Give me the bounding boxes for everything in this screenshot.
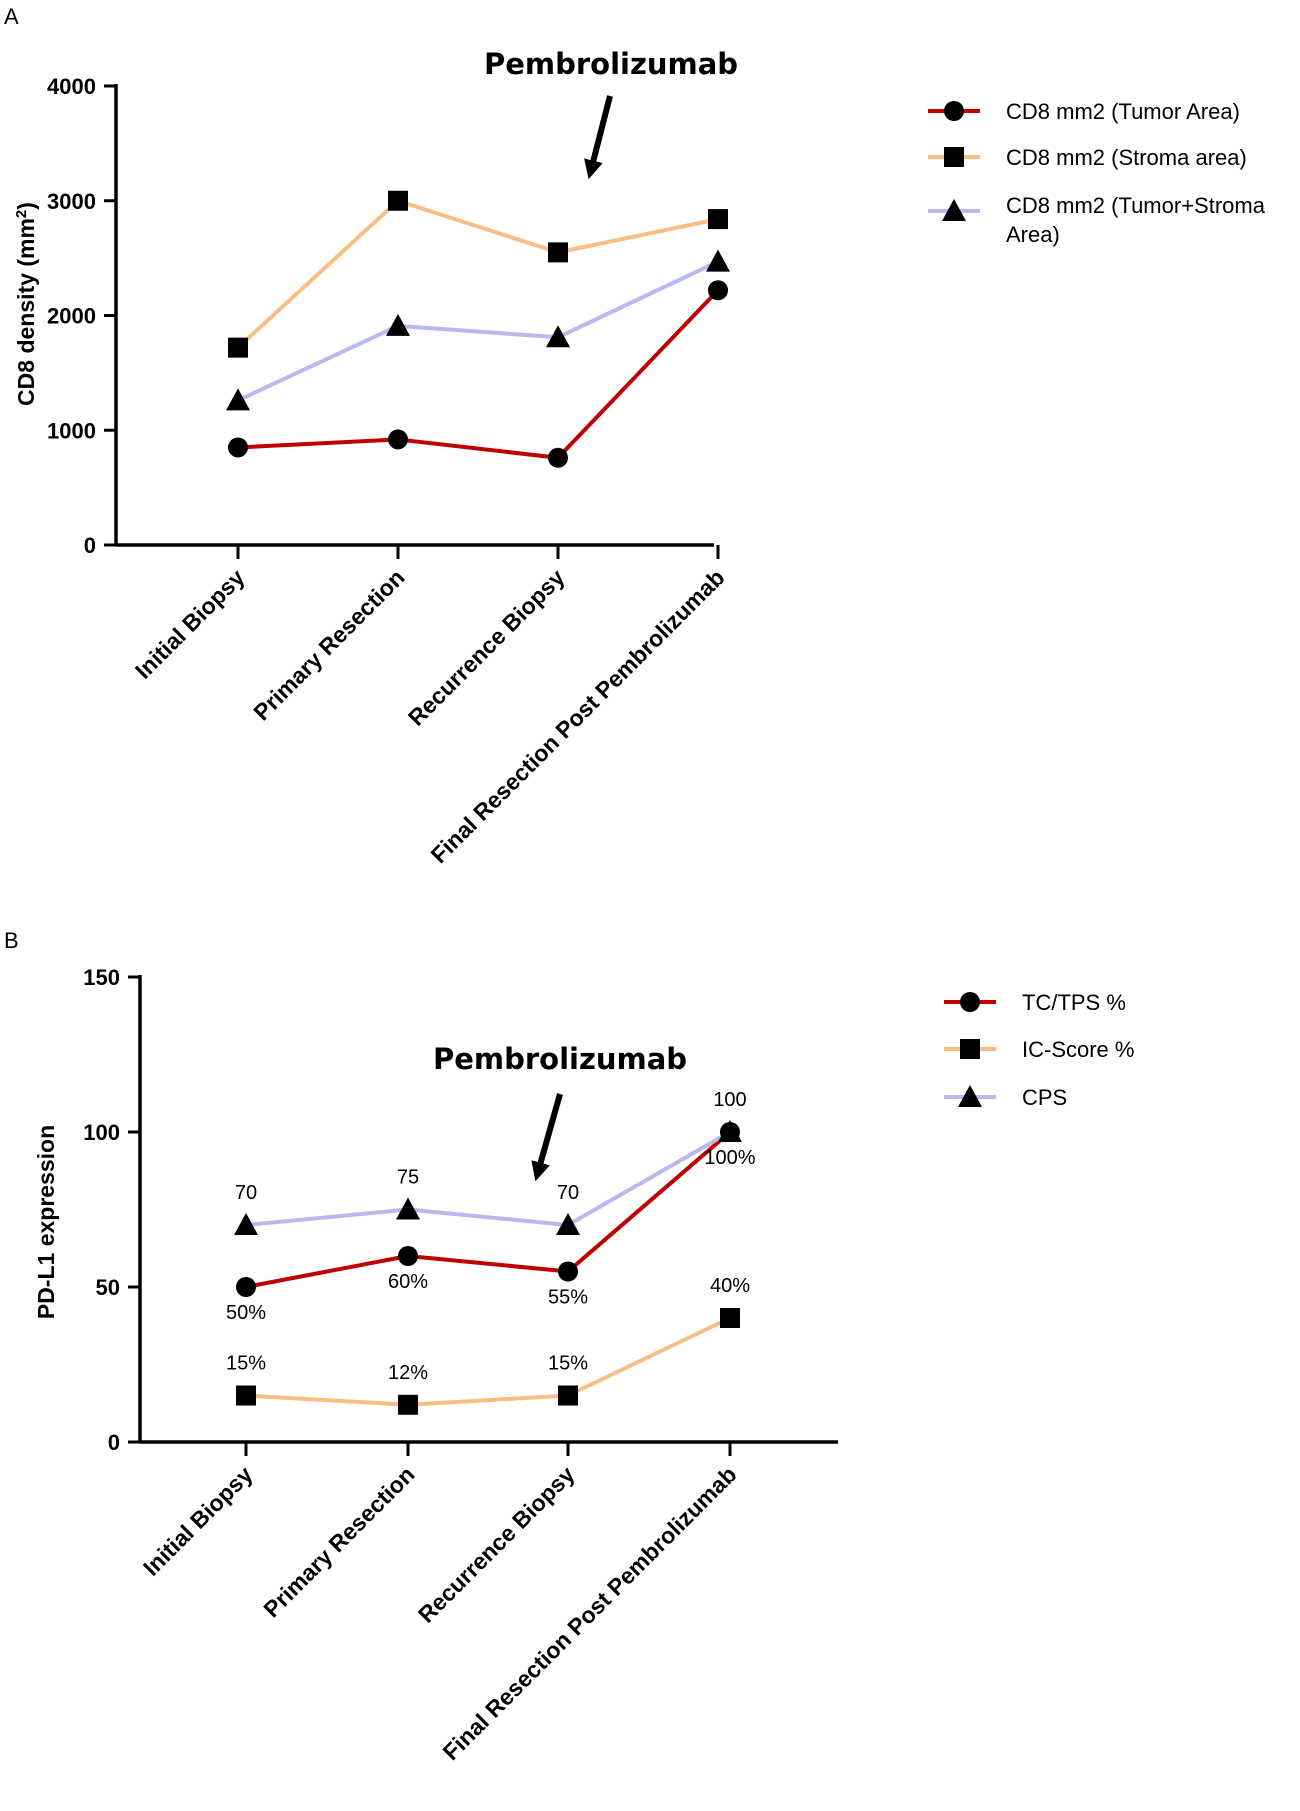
legend-circle-marker bbox=[944, 101, 964, 121]
panel-b-series: 50% 60% 55% 100% 15% 12% 15% 40% 70 75 70 100 bbox=[226, 1089, 756, 1415]
panel-a-point-triangle bbox=[546, 325, 570, 348]
panel-a-legend: CD8 mm2 (Tumor Area) CD8 mm2 (Stroma are… bbox=[928, 99, 1266, 247]
panel-b-data-label: 100 bbox=[713, 1089, 746, 1111]
panel-b-point-circle bbox=[720, 1122, 740, 1142]
panel-a-series-line-1 bbox=[236, 198, 719, 350]
panel-b-legend: TC/TPS % IC-Score % CPS bbox=[944, 990, 1134, 1110]
panel-b-x-tick-label: Primary Resection bbox=[258, 1461, 419, 1622]
panel-a-y-tick-label: 1000 bbox=[47, 418, 96, 443]
panel-b: B 0 50 100 150 Initial Biopsy Primary Resecti… bbox=[4, 928, 1134, 1765]
panel-b-data-label: 55% bbox=[548, 1287, 588, 1309]
panel-a: A 0 1000 2000 3000 4000 Initial BiopsyPrimary… bbox=[4, 4, 1266, 868]
panel-b-y-tick-label: 0 bbox=[108, 1430, 120, 1455]
panel-b-x-tick-label: Recurrence Biopsy bbox=[413, 1461, 580, 1628]
panel-a-y-axis-label-suffix: ) bbox=[13, 202, 39, 210]
legend-circle-marker bbox=[960, 992, 980, 1012]
panel-b-point-circle bbox=[558, 1261, 578, 1282]
panel-a-point-triangle bbox=[706, 249, 730, 272]
panel-a-series bbox=[226, 190, 730, 468]
panel-a-y-tick-label: 0 bbox=[84, 533, 96, 558]
panel-a-series-line-2 bbox=[237, 259, 719, 403]
panel-b-data-label: 70 bbox=[557, 1182, 579, 1204]
panel-a-y-axis-label-main: CD8 density (mm bbox=[13, 218, 39, 406]
panel-a-point-circle bbox=[228, 437, 248, 458]
panel-b-legend-item-tc: TC/TPS % bbox=[944, 990, 1126, 1015]
panel-a-series-line-0 bbox=[237, 288, 720, 460]
panel-b-x-tick-label: Initial Biopsy bbox=[138, 1461, 258, 1581]
panel-a-legend-label-total-line1: CD8 mm2 (Tumor+Stroma bbox=[1006, 193, 1266, 218]
panel-b-series-line-2 bbox=[245, 1130, 731, 1227]
panel-a-legend-item-stroma: CD8 mm2 (Stroma area) bbox=[928, 145, 1247, 170]
panel-b-point-circle bbox=[236, 1277, 256, 1297]
panel-a-point-circle bbox=[708, 280, 728, 301]
panel-a-point-square bbox=[388, 190, 408, 211]
panel-b-legend-label-ic: IC-Score % bbox=[1022, 1037, 1134, 1062]
panel-a-y-axis-label-sup: 2 bbox=[13, 210, 30, 218]
panel-b-point-triangle bbox=[234, 1213, 258, 1235]
panel-a-point-circle bbox=[548, 447, 568, 468]
panel-b-point-triangle bbox=[556, 1213, 580, 1235]
panel-a-x-tick-label: Recurrence Biopsy bbox=[403, 564, 570, 731]
panel-b-point-square bbox=[236, 1385, 256, 1406]
panel-b-data-label: 15% bbox=[226, 1353, 266, 1375]
panel-b-y-tick-label: 50 bbox=[96, 1275, 120, 1300]
panel-a-x-tick-label: Final Resection Post Pembrolizumab bbox=[426, 564, 730, 868]
panel-b-axes: 0 50 100 150 Initial Biopsy Primary Resection… bbox=[83, 965, 838, 1765]
panel-b-point-circle bbox=[398, 1246, 418, 1266]
panel-b-data-label: 60% bbox=[388, 1271, 428, 1293]
panel-a-legend-label-stroma: CD8 mm2 (Stroma area) bbox=[1006, 145, 1247, 170]
legend-square-marker bbox=[944, 147, 964, 167]
panel-b-y-tick-label: 150 bbox=[83, 965, 120, 990]
panel-a-x-tick-label: Primary Resection bbox=[248, 564, 409, 725]
panel-b-x-tick-label: Final Resection Post Pembrolizumab bbox=[438, 1461, 742, 1765]
panel-a-point-square bbox=[228, 337, 248, 358]
legend-square-marker bbox=[960, 1039, 980, 1059]
panel-label-b: B bbox=[4, 928, 19, 953]
panel-a-y-axis-label: CD8 density (mm2) bbox=[13, 202, 39, 406]
panel-b-point-square bbox=[398, 1394, 418, 1415]
panel-b-data-label: 100% bbox=[704, 1147, 755, 1169]
panel-b-legend-item-ic: IC-Score % bbox=[944, 1037, 1134, 1062]
legend-triangle-marker bbox=[958, 1085, 982, 1107]
panel-b-y-axis-label: PD-L1 expression bbox=[33, 1125, 59, 1319]
panel-a-annotation-arrow bbox=[584, 95, 613, 180]
panel-b-data-label: 50% bbox=[226, 1302, 266, 1324]
panel-b-series-line-0 bbox=[245, 1130, 732, 1289]
panel-b-legend-label-tc: TC/TPS % bbox=[1022, 990, 1126, 1015]
panel-b-y-tick-label: 100 bbox=[83, 1120, 120, 1145]
panel-a-y-tick-label: 2000 bbox=[47, 304, 96, 329]
panel-b-data-label: 15% bbox=[548, 1353, 588, 1375]
panel-b-annotation: Pembrolizumab bbox=[433, 1042, 687, 1076]
panel-b-data-label: 70 bbox=[235, 1182, 257, 1204]
panel-b-point-triangle bbox=[396, 1197, 420, 1220]
panel-a-y-tick-label: 4000 bbox=[47, 74, 96, 99]
panel-b-annotation-arrow bbox=[531, 1093, 563, 1182]
panel-label-a: A bbox=[4, 4, 19, 29]
panel-b-data-label: 12% bbox=[388, 1362, 428, 1384]
panel-a-legend-item-tumor: CD8 mm2 (Tumor Area) bbox=[928, 99, 1240, 124]
panel-b-legend-item-cps: CPS bbox=[944, 1085, 1067, 1110]
panel-a-legend-label-tumor: CD8 mm2 (Tumor Area) bbox=[1006, 99, 1240, 124]
legend-triangle-marker bbox=[942, 199, 966, 221]
panel-b-point-square bbox=[720, 1308, 740, 1328]
panel-a-point-square bbox=[708, 209, 728, 230]
panel-a-y-tick-label: 3000 bbox=[47, 189, 96, 214]
panel-a-point-triangle bbox=[386, 313, 410, 336]
panel-b-series-line-1 bbox=[245, 1316, 731, 1407]
panel-a-point-triangle bbox=[226, 388, 250, 411]
panel-a-point-circle bbox=[388, 429, 408, 450]
panel-a-x-tick-label: Initial Biopsy bbox=[130, 564, 250, 684]
panel-a-point-square bbox=[548, 242, 568, 263]
panel-b-legend-label-cps: CPS bbox=[1022, 1085, 1067, 1110]
panel-b-data-label: 40% bbox=[710, 1275, 750, 1297]
panel-a-annotation: Pembrolizumab bbox=[484, 47, 738, 81]
panel-b-data-label: 75 bbox=[397, 1167, 419, 1189]
panel-b-point-square bbox=[558, 1385, 578, 1406]
panel-a-legend-item-total: CD8 mm2 (Tumor+Stroma Area) bbox=[928, 193, 1266, 247]
panel-a-legend-label-total-line2: Area) bbox=[1006, 222, 1060, 247]
